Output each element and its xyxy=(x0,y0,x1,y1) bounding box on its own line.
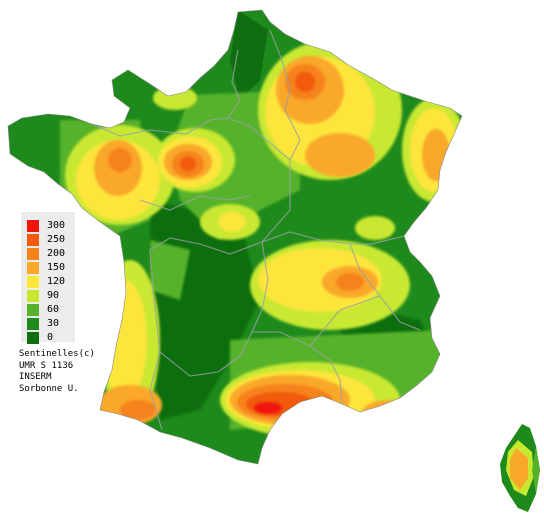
legend-swatch xyxy=(27,248,39,260)
legend-item: 120 xyxy=(25,276,75,288)
legend-item: 90 xyxy=(25,290,75,302)
legend-label: 0 xyxy=(47,332,54,343)
credit-line: UMR S 1136 xyxy=(19,360,74,371)
legend-swatch xyxy=(27,262,39,274)
credit-line: INSERM xyxy=(19,372,52,382)
legend-swatch xyxy=(27,290,39,302)
corsica-island xyxy=(500,424,540,512)
legend-label: 150 xyxy=(47,262,66,273)
legend-label: 90 xyxy=(47,290,60,301)
legend-swatch xyxy=(27,276,39,288)
legend-swatch xyxy=(27,332,39,344)
legend: 300 250 200 150 120 90 60 30 0 xyxy=(21,212,75,344)
legend-label: 60 xyxy=(47,304,60,315)
legend-item: 150 xyxy=(25,262,75,274)
legend-label: 300 xyxy=(47,220,66,231)
legend-item: 0 xyxy=(25,332,75,344)
france-outline xyxy=(7,9,463,465)
legend-item: 200 xyxy=(25,248,75,260)
legend-label: 30 xyxy=(47,318,60,329)
legend-item: 30 xyxy=(25,318,75,330)
credit-line: Sorbonne U. xyxy=(19,383,79,394)
legend-swatch xyxy=(27,220,39,232)
legend-label: 120 xyxy=(47,276,66,287)
legend-swatch xyxy=(27,318,39,330)
legend-swatch xyxy=(27,234,39,246)
legend-label: 200 xyxy=(47,248,66,259)
legend-item: 250 xyxy=(25,234,75,246)
region-borders xyxy=(91,29,421,431)
credit-line: Sentinelles(c) xyxy=(19,349,95,359)
legend-item: 300 xyxy=(25,220,75,232)
legend-swatch xyxy=(27,304,39,316)
legend-item: 60 xyxy=(25,304,75,316)
credits: Sentinelles(c) UMR S 1136 INSERM Sorbonn… xyxy=(19,349,95,395)
legend-label: 250 xyxy=(47,234,66,245)
